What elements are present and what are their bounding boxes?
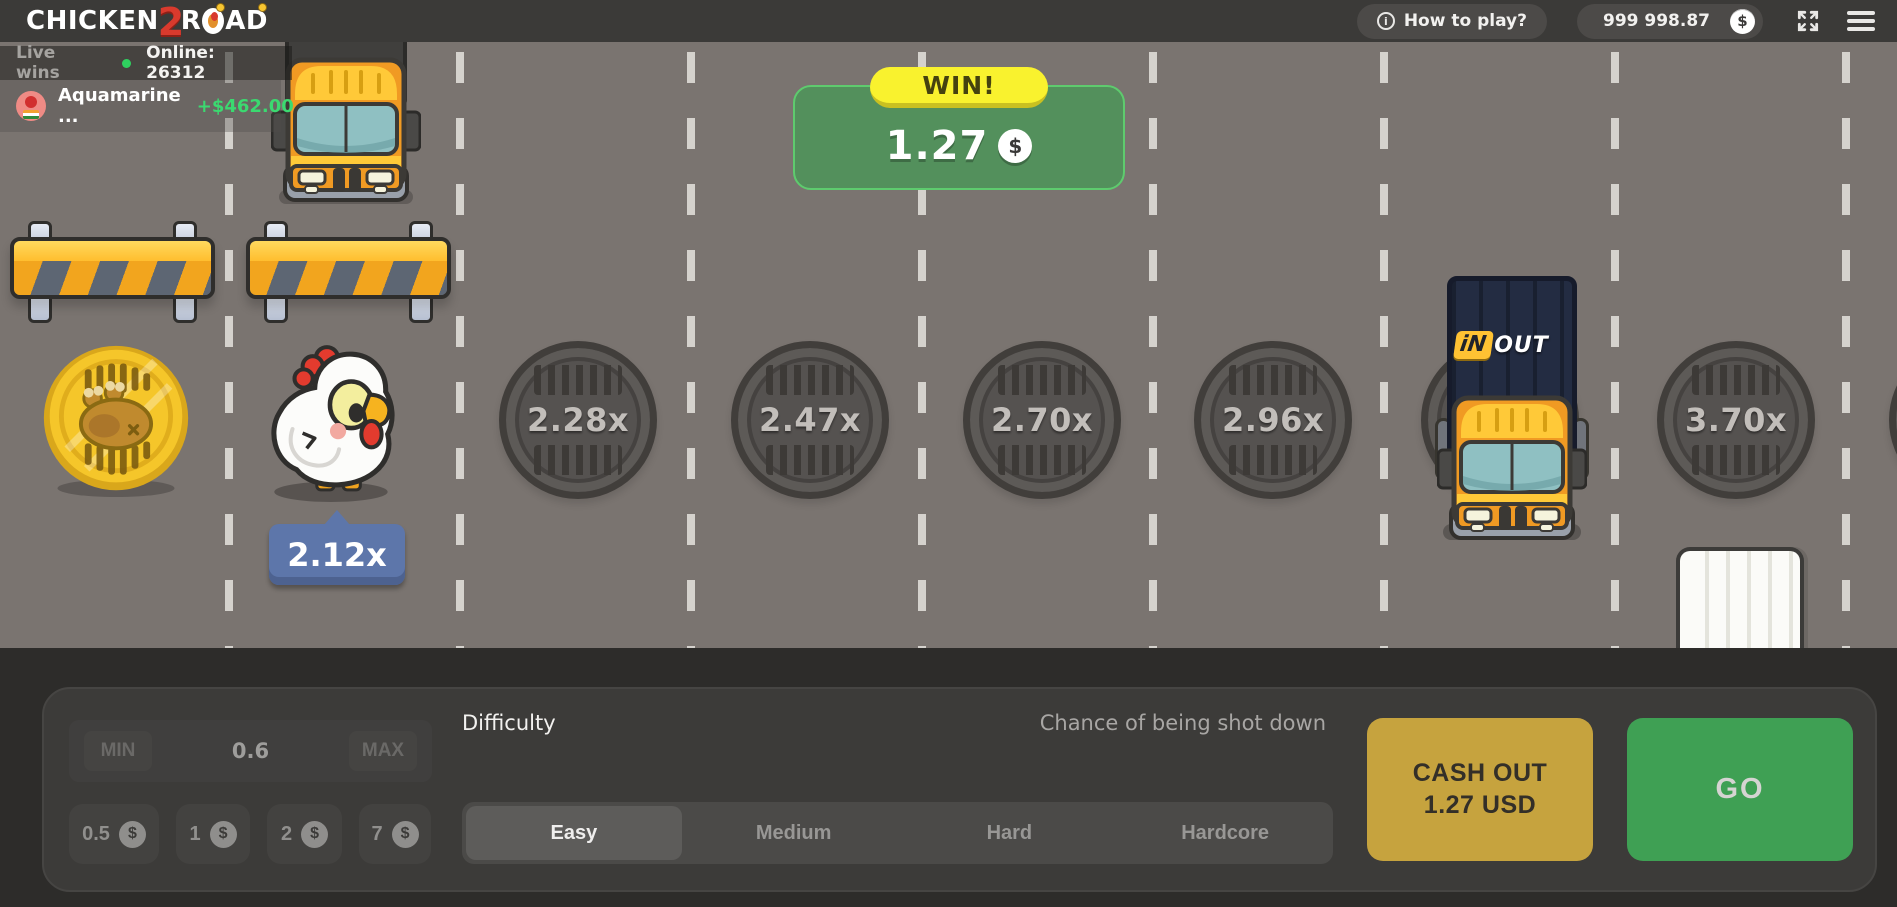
quick-bet-button[interactable]: 7 $: [359, 804, 431, 864]
app-logo: CHICKEN 2 R AD: [26, 0, 268, 44]
how-to-play-label: How to play?: [1403, 11, 1527, 31]
win-amount: 1.27: [885, 123, 989, 169]
live-wins-bar: Live wins Online: 26312: [0, 43, 292, 83]
lane-divider: [1380, 52, 1388, 648]
lane-divider: [918, 52, 926, 648]
logo-text-r: R: [180, 6, 202, 36]
live-wins-label: Live wins: [16, 43, 60, 83]
lane-divider: [1611, 52, 1619, 648]
chicken-sprite: [271, 345, 395, 502]
difficulty-selector: Easy Medium Hard Hardcore: [462, 802, 1333, 864]
manhole-multiplier[interactable]: 2.28x: [499, 341, 657, 499]
dollar-coin-icon: $: [1730, 8, 1755, 34]
player-avatar: [16, 91, 46, 121]
difficulty-label: Difficulty: [462, 711, 556, 735]
win-banner: WIN! 1.27 $: [793, 67, 1125, 190]
current-multiplier-badge: 2.12x: [269, 524, 405, 585]
barricade-sprite: [246, 221, 451, 323]
dollar-coin-icon: $: [391, 820, 419, 848]
manhole-multiplier[interactable]: 2.47x: [731, 341, 889, 499]
balance-value: 999 998.87: [1602, 11, 1710, 31]
live-win-entry[interactable]: Aquamarine ... +$462.00: [0, 80, 294, 132]
menu-icon[interactable]: [1847, 11, 1875, 31]
difficulty-hard[interactable]: Hard: [902, 806, 1118, 860]
dollar-coin-icon: $: [209, 820, 237, 848]
top-bar: CHICKEN 2 R AD i How to play? 999 998.87 $: [0, 0, 1897, 44]
logo-chicken-o-icon: [202, 8, 225, 34]
fullscreen-icon[interactable]: [1795, 8, 1821, 34]
dead-chicken-coin-sprite: [43, 345, 189, 498]
min-bet-button[interactable]: MIN: [84, 731, 152, 771]
truck-sprite-top: [271, 42, 421, 207]
quick-bet-button[interactable]: 0.5 $: [69, 804, 159, 864]
difficulty-easy[interactable]: Easy: [466, 806, 682, 860]
barricade-sprite: [10, 221, 215, 323]
quick-bet-row: 0.5 $ 1 $ 2 $ 7 $: [69, 804, 431, 864]
game-road: Live wins Online: 26312 Aquamarine ... +…: [0, 42, 1897, 648]
dollar-coin-icon: $: [118, 820, 146, 848]
win-label: WIN!: [870, 67, 1048, 108]
chick-icon: [258, 3, 267, 12]
logo-text-2: 2: [157, 0, 185, 44]
chance-label: Chance of being shot down: [1039, 711, 1326, 735]
inout-brand-logo: iN OUT: [1437, 331, 1567, 359]
how-to-play-button[interactable]: i How to play?: [1356, 3, 1547, 39]
max-bet-button[interactable]: MAX: [349, 731, 417, 771]
lane-divider: [456, 52, 464, 648]
lane-divider: [687, 52, 695, 648]
bet-amount-box: MIN 0.6 MAX: [69, 720, 432, 782]
control-panel: MIN 0.6 MAX 0.5 $ 1 $ 2 $: [42, 687, 1877, 892]
quick-bet-button[interactable]: 1 $: [176, 804, 250, 864]
balance-display[interactable]: 999 998.87 $: [1576, 3, 1763, 39]
lane-divider: [225, 52, 233, 648]
bet-value[interactable]: 0.6: [231, 739, 270, 763]
player-win-amount: +$462.00: [196, 95, 294, 117]
lane-divider: [1149, 52, 1157, 648]
manhole-multiplier[interactable]: 2.70x: [963, 341, 1121, 499]
truck-sprite-inout: iN OUT: [1435, 276, 1589, 542]
go-button[interactable]: GO: [1627, 718, 1853, 861]
header-controls: i How to play? 999 998.87 $: [1356, 3, 1875, 39]
online-dot-icon: [122, 58, 132, 68]
dollar-coin-icon: $: [301, 820, 329, 848]
logo-text-chicken: CHICKEN: [26, 6, 159, 36]
manhole-multiplier: [1889, 341, 1897, 499]
player-name: Aquamarine ...: [58, 85, 181, 127]
quick-bet-button[interactable]: 2 $: [267, 804, 342, 864]
win-coin-icon: $: [998, 129, 1033, 163]
manhole-multiplier[interactable]: 3.70x: [1657, 341, 1815, 499]
lane-divider: [1842, 52, 1850, 648]
online-count: Online: 26312: [146, 43, 215, 83]
difficulty-hardcore[interactable]: Hardcore: [1117, 806, 1333, 860]
difficulty-medium[interactable]: Medium: [686, 806, 902, 860]
chick-icon: [216, 3, 225, 12]
control-bar: MIN 0.6 MAX 0.5 $ 1 $ 2 $: [0, 648, 1897, 907]
cash-out-button[interactable]: CASH OUT 1.27 USD: [1367, 718, 1593, 861]
info-icon: i: [1376, 12, 1395, 30]
white-pad-sprite: [1676, 547, 1804, 648]
manhole-multiplier[interactable]: 2.96x: [1194, 341, 1352, 499]
